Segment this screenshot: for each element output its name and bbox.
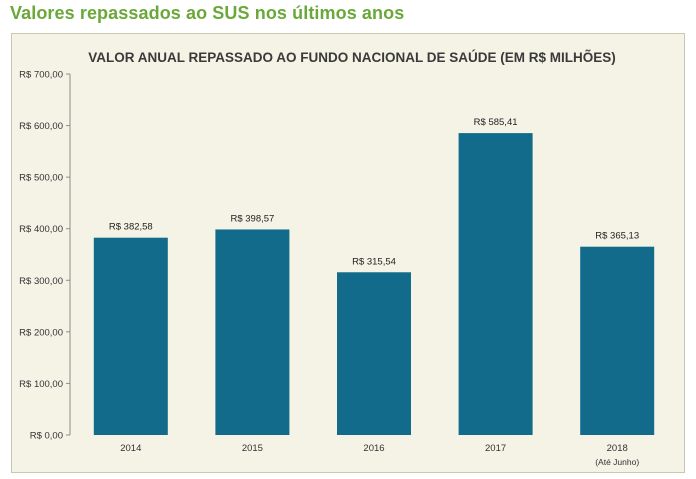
value-label-2017: R$ 585,41 xyxy=(474,117,518,128)
chart-panel: VALOR ANUAL REPASSADO AO FUNDO NACIONAL … xyxy=(11,33,685,473)
y-tick-label: R$ 400,00 xyxy=(19,224,63,235)
y-tick-label: R$ 500,00 xyxy=(19,173,63,184)
category-label-2015: 2015 xyxy=(242,443,263,454)
y-axis: R$ 0,00 R$ 100,00 R$ 200,00 R$ 300,00 R$ 400… xyxy=(19,70,70,442)
y-tick-label: R$ 100,00 xyxy=(19,379,63,390)
value-label-2015: R$ 398,57 xyxy=(230,213,274,224)
bar-2018 xyxy=(580,246,655,435)
bar-2017 xyxy=(458,133,533,435)
y-tick-label: R$ 0,00 xyxy=(30,431,63,442)
value-label-2016: R$ 315,54 xyxy=(352,256,396,267)
page-heading: Valores repassados ao SUS nos últimos an… xyxy=(10,3,405,23)
bars-group: R$ 382,58 R$ 398,57 R$ 315,54 R$ 585,41 R$ 3… xyxy=(93,117,655,435)
category-label-2018: 2018 xyxy=(607,443,628,454)
category-label-2016: 2016 xyxy=(363,443,384,454)
y-tick-label: R$ 200,00 xyxy=(19,327,63,338)
value-label-2014: R$ 382,58 xyxy=(109,222,153,233)
chart-title: VALOR ANUAL REPASSADO AO FUNDO NACIONAL … xyxy=(88,50,616,65)
x-axis: 2014 2015 2016 2017 2018 (Até Junho) xyxy=(120,443,639,467)
y-tick-label: R$ 700,00 xyxy=(19,70,63,81)
category-label-2014: 2014 xyxy=(120,443,141,454)
bar-chart: VALOR ANUAL REPASSADO AO FUNDO NACIONAL … xyxy=(19,50,655,467)
category-sublabel-2018: (Até Junho) xyxy=(595,457,639,467)
bar-2016 xyxy=(337,272,411,435)
category-label-2017: 2017 xyxy=(485,443,506,454)
y-tick-label: R$ 300,00 xyxy=(19,276,63,287)
bar-2014 xyxy=(93,237,168,435)
y-tick-label: R$ 600,00 xyxy=(19,121,63,132)
value-label-2018: R$ 365,13 xyxy=(595,231,639,242)
bar-2015 xyxy=(215,229,290,435)
